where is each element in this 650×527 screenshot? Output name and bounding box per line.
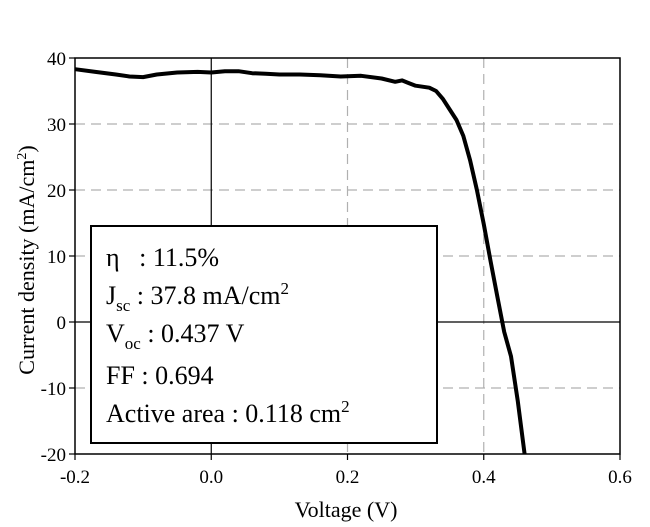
metrics-annotation-box: η : 11.5% Jsc : 37.8 mA/cm2 Voc : 0.437 … — [90, 225, 438, 444]
y-tick-label: 10 — [47, 247, 66, 268]
ff-line: FF : 0.694 — [106, 361, 214, 390]
jv-curve-series — [74, 67, 527, 455]
x-tick-labels: -0.2 0.0 0.2 0.4 0.6 — [60, 454, 632, 488]
x-tick-label: 0.6 — [608, 467, 632, 488]
x-tick-label: 0.2 — [336, 467, 360, 488]
y-tick-label: 30 — [47, 115, 66, 136]
y-tick-labels: -20 -10 0 10 20 30 40 — [41, 49, 75, 466]
y-axis-label: Current density (mA/cm2) — [14, 145, 39, 374]
y-tick-label: 20 — [47, 181, 66, 202]
active-area-line: Active area : 0.118 cm2 — [106, 397, 350, 428]
x-tick-label: 0.0 — [199, 467, 223, 488]
jsc-line: Jsc : 37.8 mA/cm2 — [106, 279, 289, 315]
x-axis-label: Voltage (V) — [295, 497, 398, 522]
y-tick-label: 40 — [47, 49, 66, 70]
x-tick-label: -0.2 — [60, 467, 90, 488]
y-tick-label: -10 — [41, 379, 66, 400]
voc-line: Voc : 0.437 V — [106, 319, 245, 353]
x-tick-label: 0.4 — [472, 467, 496, 488]
efficiency-line: η : 11.5% — [106, 243, 219, 272]
annotation-frame — [90, 225, 438, 444]
y-tick-label: -20 — [41, 445, 66, 466]
y-tick-label: 0 — [57, 313, 67, 334]
